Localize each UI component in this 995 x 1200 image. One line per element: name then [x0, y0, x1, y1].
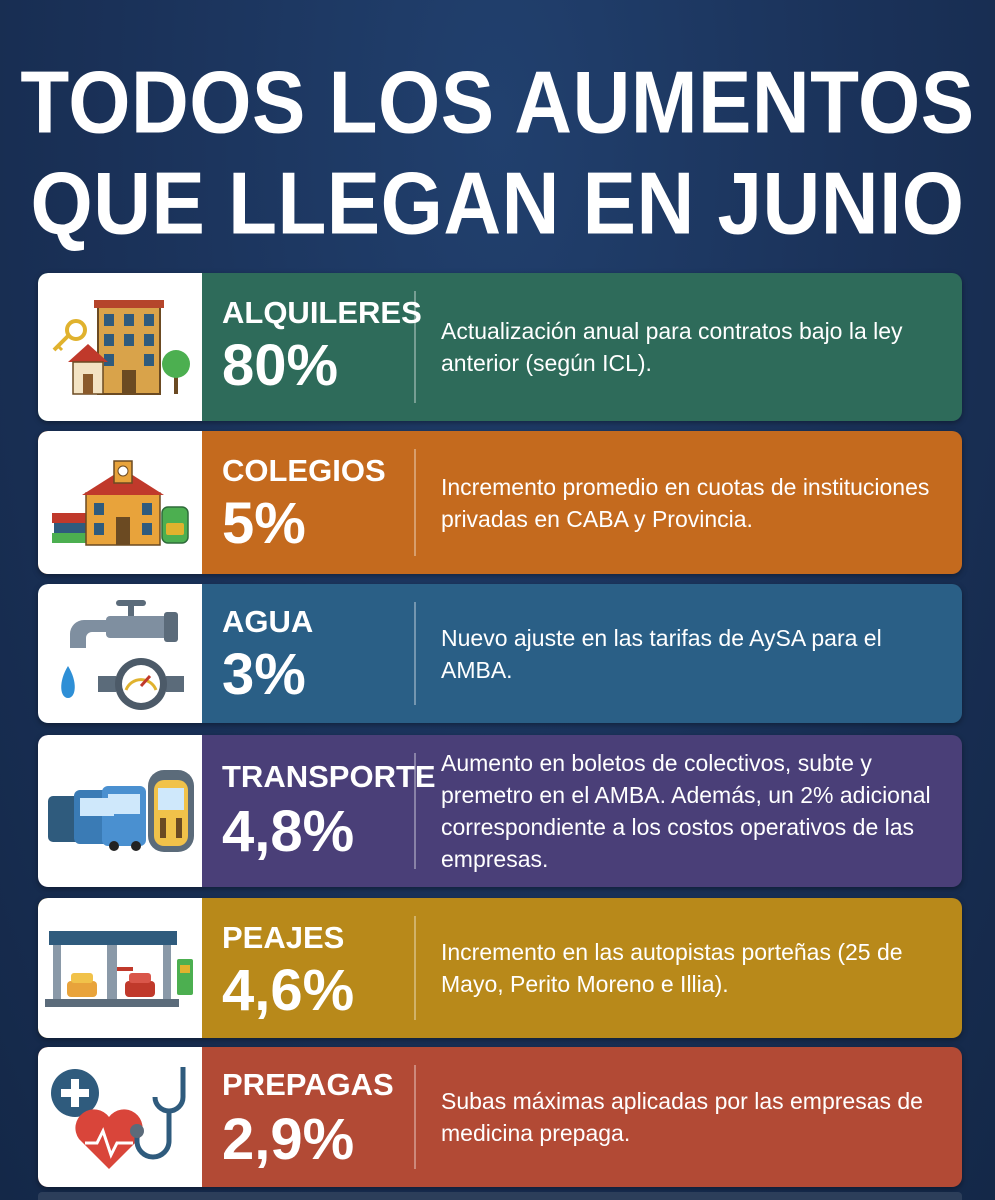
school-icon [52, 459, 189, 546]
category-label: PEAJES [222, 920, 345, 955]
divider [414, 753, 416, 869]
icon-panel [38, 1047, 202, 1187]
card-transporte: TRANSPORTE 4,8% Aumento en boletos de co… [38, 735, 962, 887]
category-label: ALQUILERES [222, 295, 422, 330]
percent-value: 80% [222, 333, 339, 398]
category-label: COLEGIOS [222, 453, 386, 488]
percent-value: 5% [222, 491, 306, 556]
percent-value: 2,9% [222, 1107, 355, 1172]
divider [414, 602, 416, 705]
toll-booth-icon [45, 931, 193, 1007]
divider [414, 449, 416, 556]
percent-value: 3% [222, 642, 306, 707]
faucet-icon [61, 599, 184, 710]
category-label: PREPAGAS [222, 1067, 394, 1102]
bus-icon [48, 770, 194, 852]
description: Nuevo ajuste en las tarifas de AySA para… [441, 624, 882, 683]
building-icon [52, 300, 190, 395]
percent-value: 4,6% [222, 958, 355, 1023]
description: Actualización anual para contratos bajo … [441, 318, 903, 376]
icon-panel [38, 273, 202, 421]
icon-panel [38, 898, 202, 1038]
card-prepagas: PREPAGAS 2,9% Subas máximas aplicadas po… [38, 1047, 962, 1187]
card-colegios: COLEGIOS 5% Incremento promedio en cuota… [38, 431, 962, 574]
title-line-2: QUE LLEGAN EN JUNIO [30, 154, 965, 253]
card-peajes: PEAJES 4,6% Incremento en las autopistas… [38, 898, 962, 1038]
category-label: AGUA [222, 604, 314, 639]
divider [414, 916, 416, 1020]
icon-panel [38, 735, 202, 887]
divider [414, 1065, 416, 1169]
percent-value: 4,8% [222, 799, 355, 864]
card-agua: AGUA 3% Nuevo ajuste en las tarifas de A… [38, 584, 962, 723]
divider [414, 291, 416, 403]
card-alquileres: ALQUILERES 80% Actualización anual para … [38, 273, 962, 421]
description: Aumento en boletos de colectivos, subte … [441, 750, 931, 872]
icon-panel [38, 584, 202, 723]
icon-panel [38, 431, 202, 574]
title-line-1: TODOS LOS AUMENTOS [20, 53, 975, 151]
category-label: TRANSPORTE [222, 759, 436, 794]
next-card-edge [38, 1192, 962, 1200]
description: Incremento promedio en cuotas de institu… [441, 473, 930, 532]
stethoscope-icon [51, 1067, 186, 1169]
page-title: TODOS LOS AUMENTOS QUE LLEGAN EN JUNIO [0, 52, 995, 254]
description: Incremento en las autopistas porteñas (2… [441, 939, 903, 997]
description: Subas máximas aplicadas por las empresas… [441, 1088, 923, 1146]
